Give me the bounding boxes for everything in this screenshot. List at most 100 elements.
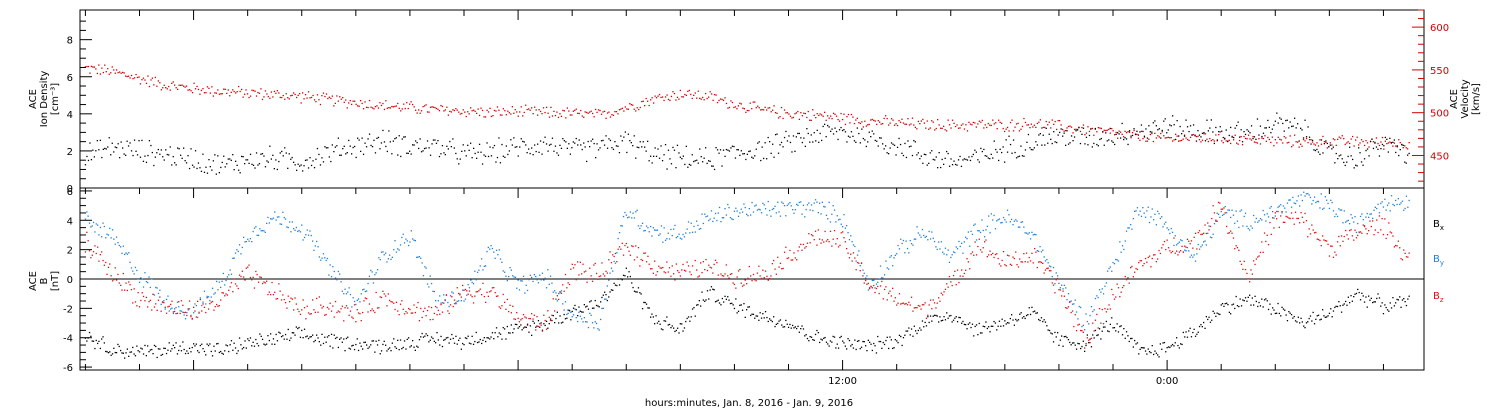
by-point (1102, 293, 1105, 295)
density-point (888, 153, 890, 155)
density-point (1105, 132, 1107, 134)
bz-point (724, 273, 726, 275)
bx-point (582, 311, 584, 313)
bz-point (1365, 228, 1367, 230)
bz-point (209, 303, 211, 305)
velocity-point (1189, 136, 1192, 138)
density-point (840, 126, 842, 129)
velocity-point (1062, 128, 1064, 131)
velocity-point (791, 117, 793, 119)
velocity-point (1216, 140, 1218, 142)
by-point (881, 277, 883, 279)
bx-point (357, 349, 360, 352)
bx-point (704, 300, 706, 302)
velocity-point (827, 115, 829, 117)
velocity-point (650, 99, 652, 101)
bz-point (579, 261, 581, 263)
velocity-point (559, 113, 561, 115)
bx-point (545, 320, 548, 322)
density-point (147, 154, 149, 157)
density-point (1024, 149, 1027, 151)
velocity-point (1008, 130, 1010, 132)
bx-point (167, 349, 169, 351)
bz-point (540, 324, 542, 326)
density-point (690, 164, 692, 166)
velocity-point (1334, 139, 1336, 141)
density-point (1078, 127, 1080, 129)
by-point (460, 300, 462, 302)
by-point (249, 238, 252, 240)
velocity-point (537, 114, 539, 116)
velocity-point (221, 93, 223, 95)
bz-point (1073, 325, 1075, 328)
density-point (1194, 135, 1196, 137)
bx-point (1005, 323, 1007, 325)
velocity-point (608, 111, 610, 113)
density-point (719, 149, 722, 151)
velocity-point (1015, 123, 1018, 125)
by-point (1331, 201, 1333, 204)
bz-point (140, 299, 142, 302)
bx-point (466, 337, 468, 340)
by-point (171, 307, 173, 309)
by-point (690, 222, 692, 224)
bz-point (843, 237, 845, 239)
density-point (923, 153, 925, 155)
by-point (617, 237, 619, 240)
velocity-point (737, 105, 739, 107)
by-point (1120, 251, 1122, 253)
density-point (907, 140, 909, 142)
bx-point (967, 323, 969, 325)
by-point (367, 282, 369, 285)
velocity-tick-label: 500 (1430, 109, 1449, 120)
density-point (1222, 136, 1224, 139)
density-point (187, 155, 189, 157)
bz-point (272, 294, 275, 296)
bx-point (213, 345, 215, 347)
bx-point (1408, 295, 1410, 297)
density-point (1337, 158, 1339, 160)
by-point (552, 291, 554, 293)
bz-point (1102, 323, 1105, 325)
density-point (208, 159, 210, 161)
bx-point (1002, 325, 1005, 327)
bx-point (1032, 311, 1034, 313)
bx-point (255, 338, 257, 341)
density-point (1213, 142, 1215, 145)
bz-point (773, 259, 775, 262)
bz-point (264, 282, 266, 284)
bz-point (554, 310, 556, 312)
bz-point (1140, 260, 1143, 262)
by-point (605, 298, 607, 300)
velocity-point (196, 85, 198, 88)
bx-point (1231, 304, 1233, 306)
velocity-point (780, 106, 783, 109)
velocity-point (1160, 132, 1162, 135)
bz-point (804, 247, 806, 249)
bx-point (1319, 319, 1321, 321)
velocity-point (1109, 132, 1111, 134)
velocity-point (1349, 142, 1351, 145)
by-point (502, 270, 504, 272)
by-point (1117, 260, 1120, 262)
density-point (990, 153, 992, 155)
bx-point (295, 326, 297, 328)
by-point (274, 211, 276, 213)
by-point (499, 258, 502, 260)
density-point (245, 159, 247, 161)
bx-point (1303, 325, 1305, 327)
bx-point (443, 339, 445, 341)
velocity-point (1218, 134, 1220, 136)
density-point (508, 150, 510, 152)
velocity-point (1395, 145, 1397, 147)
velocity-point (920, 120, 922, 122)
by-point (289, 221, 291, 223)
velocity-point (328, 96, 330, 98)
by-point (548, 283, 550, 285)
velocity-point (120, 72, 122, 74)
bz-point (602, 273, 604, 275)
bx-point (301, 329, 303, 332)
by-point (1097, 296, 1099, 299)
bz-point (681, 269, 683, 271)
bz-point (1100, 322, 1102, 324)
